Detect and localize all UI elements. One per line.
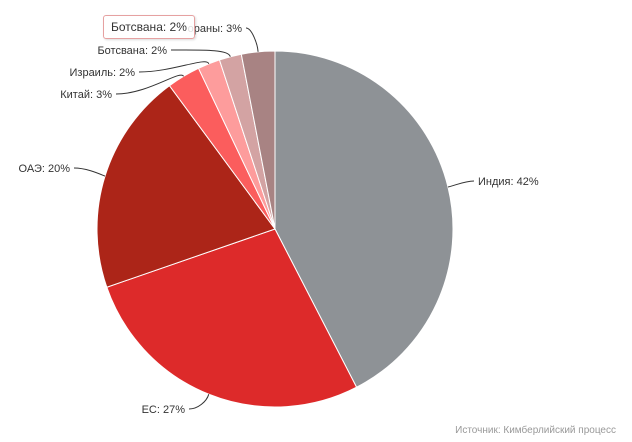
pie-slice-0[interactable] [274, 50, 454, 388]
data-label-2: ОАЭ: 20% [19, 163, 71, 175]
leader-line-1 [188, 394, 210, 410]
data-label-3: Китай: 3% [60, 89, 112, 101]
pie-slice-6[interactable] [240, 50, 276, 230]
leader-line-4 [138, 61, 210, 73]
leader-line-0 [447, 180, 475, 188]
data-labels: Индия: 42% ЕС: 27% ОАЭ: 20% Китай: 3% Израил… [19, 23, 539, 416]
tooltip: Ботсвана: 2% [103, 15, 195, 39]
pie-slice-2[interactable] [96, 84, 276, 288]
leader-line-5 [170, 49, 231, 57]
source-note: Источник: Кимберлийский процесс [455, 425, 616, 436]
leader-lines [73, 27, 475, 410]
leader-line-3 [115, 74, 185, 95]
leader-line-6 [245, 27, 259, 52]
data-label-6: ораны: 3% [188, 23, 243, 35]
pie-slices [96, 50, 454, 408]
data-label-1: ЕС: 27% [142, 404, 186, 416]
data-label-4: Израиль: 2% [70, 67, 136, 79]
leader-line-2 [73, 167, 106, 177]
data-label-5: Ботсвана: 2% [97, 45, 167, 57]
data-label-0: Индия: 42% [478, 176, 539, 188]
